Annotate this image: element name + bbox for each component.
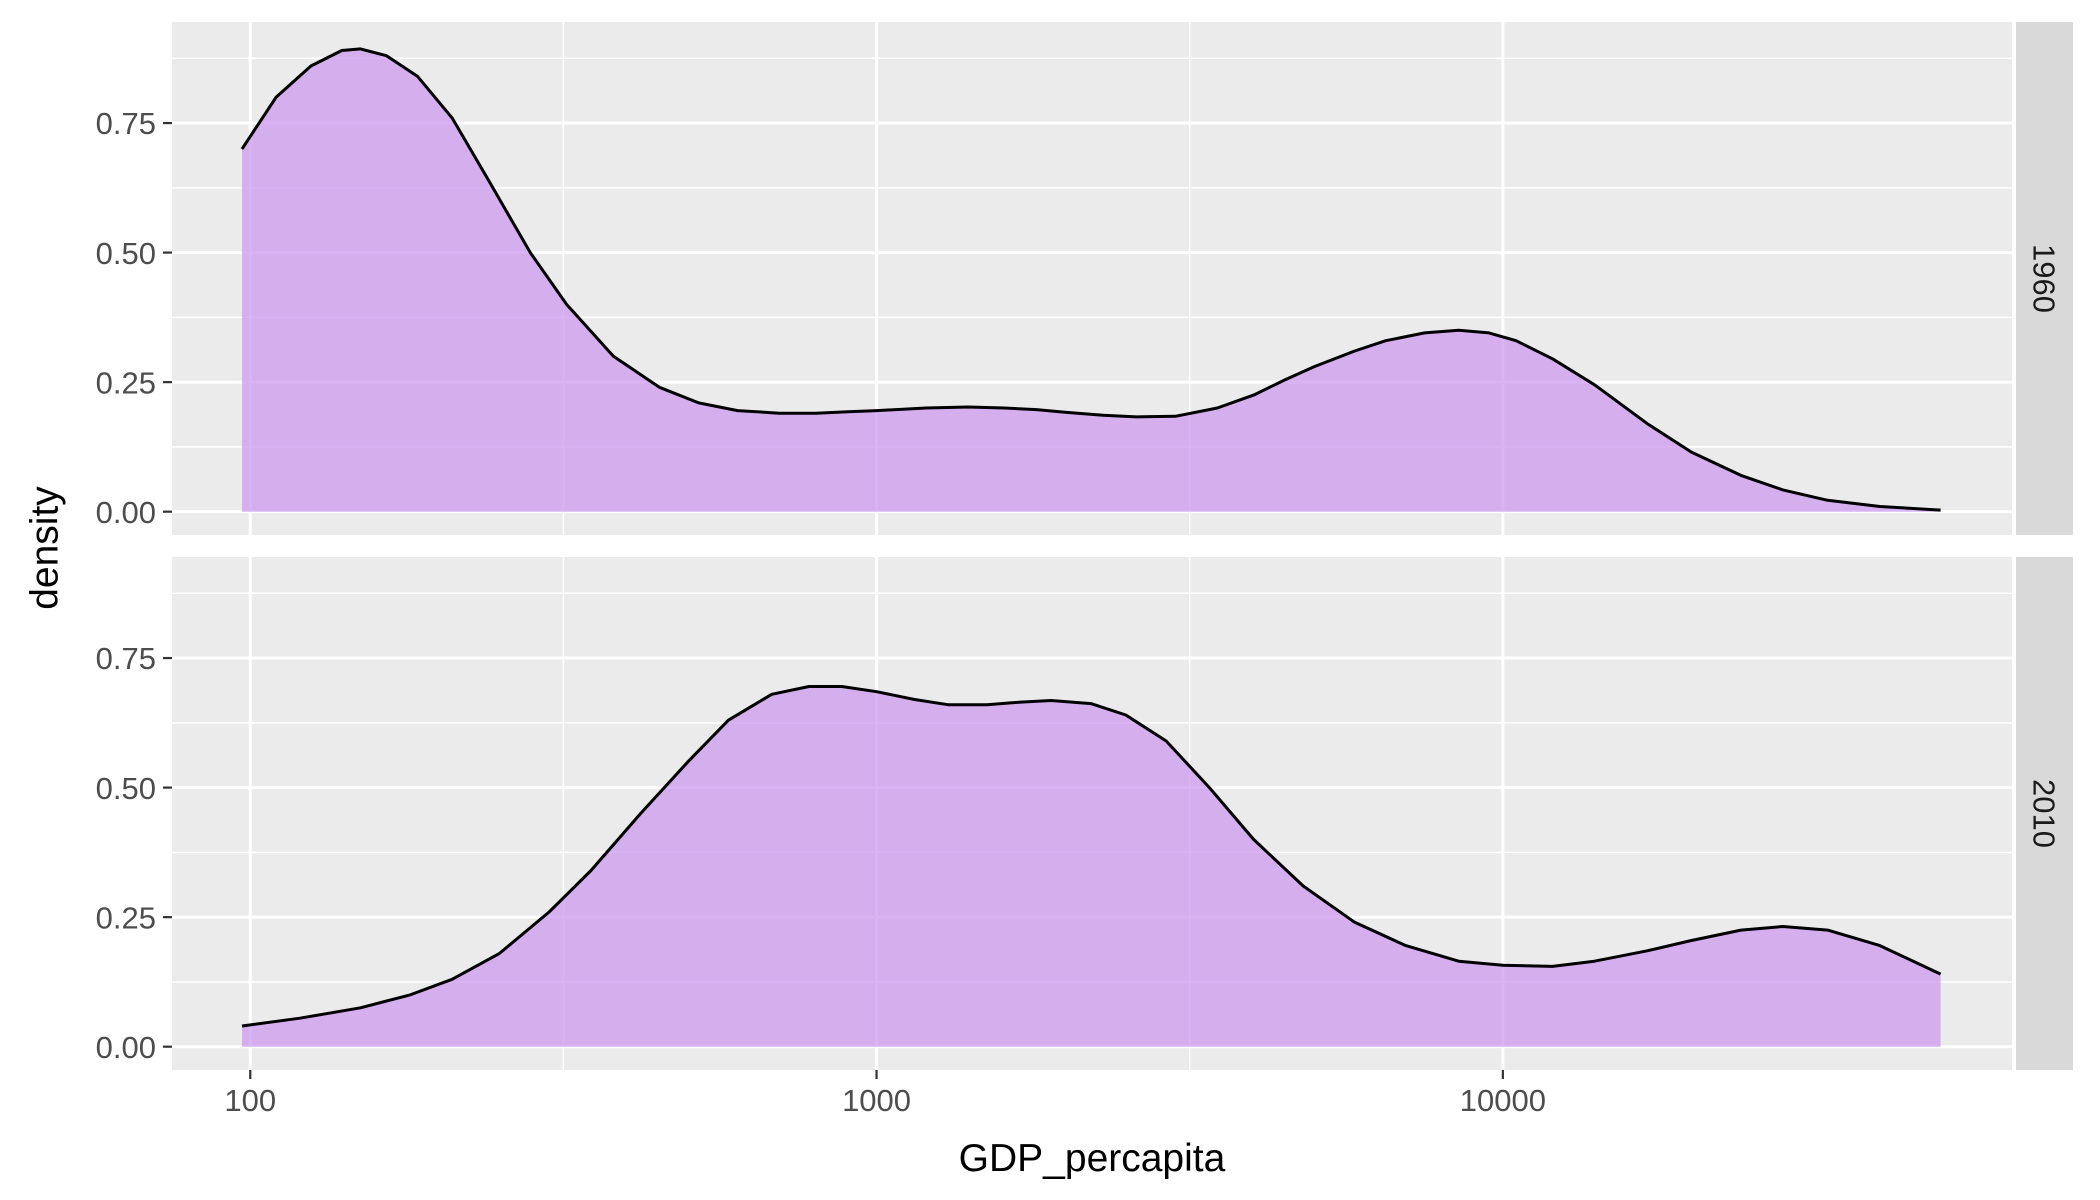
y-tick-label: 0.00 <box>96 495 156 530</box>
y-tick-label: 0.75 <box>96 106 156 141</box>
y-tick-label: 0.50 <box>96 236 156 271</box>
x-tick-label: 1000 <box>842 1083 911 1118</box>
facet-panel-2010: 0.00 0.25 0.50 0.75 2010 <box>96 557 2073 1070</box>
facet-strip <box>2016 557 2073 1070</box>
facet-strip-label: 2010 <box>2026 779 2061 848</box>
y-tick-label: 0.50 <box>96 771 156 806</box>
density-area-2010 <box>242 686 1941 1047</box>
facet-strip <box>2016 22 2073 535</box>
y-tick-label: 0.25 <box>96 900 156 935</box>
facet-panel-1960: 0.00 0.25 0.50 0.75 1960 <box>96 22 2073 535</box>
y-tick-label: 0.25 <box>96 365 156 400</box>
density-line-1960 <box>240 47 1941 512</box>
y-tick-label: 0.75 <box>96 641 156 676</box>
y-tick-label: 0.00 <box>96 1030 156 1065</box>
facet-strip-label: 1960 <box>2026 244 2061 313</box>
density-line-2010 <box>241 685 1942 1028</box>
y-axis-title: density <box>24 486 67 610</box>
density-area-1960 <box>242 48 1941 512</box>
x-tick-label: 100 <box>224 1083 276 1118</box>
x-axis-title: GDP_percapita <box>959 1137 1226 1180</box>
x-tick-label: 10000 <box>1460 1083 1546 1118</box>
